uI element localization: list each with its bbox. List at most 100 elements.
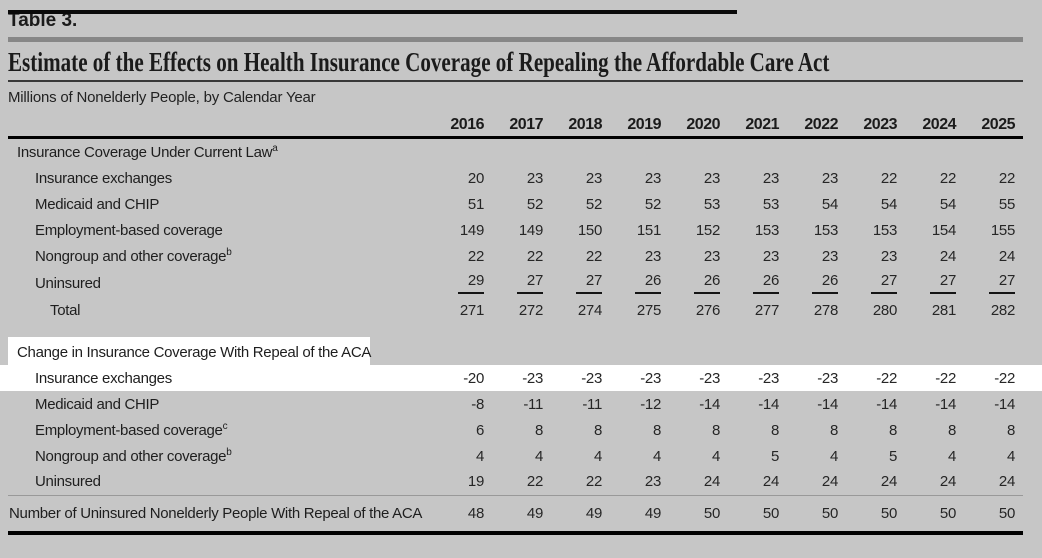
year-header: 2016 bbox=[433, 107, 492, 139]
underlined-value: 26 bbox=[635, 272, 661, 294]
value-cell: 5 bbox=[888, 447, 897, 465]
value-cell: 27 bbox=[846, 269, 905, 297]
row-label: Insurance exchanges bbox=[35, 169, 172, 187]
year-header: 2025 bbox=[964, 107, 1023, 139]
footnote-marker: b bbox=[226, 447, 232, 458]
value-cell: 23 bbox=[762, 247, 779, 265]
value-cell: 22 bbox=[526, 473, 543, 491]
year-header: 2019 bbox=[610, 107, 669, 139]
value-cell: 23 bbox=[644, 169, 661, 187]
year-header: 2018 bbox=[551, 107, 610, 139]
section-header-row: Change in Insurance Coverage With Repeal… bbox=[8, 337, 1023, 365]
table-row: Total 271 272 274 275 276 277 278 280 281 282 bbox=[8, 297, 1023, 323]
value-cell: 27 bbox=[964, 269, 1023, 297]
value-cell: 50 bbox=[787, 494, 846, 535]
value-cell: 24 bbox=[939, 247, 956, 265]
value-cell: 23 bbox=[644, 247, 661, 265]
value-cell: 275 bbox=[636, 301, 661, 319]
value-cell: 8 bbox=[593, 421, 602, 439]
value-cell: 8 bbox=[888, 421, 897, 439]
row-label: Number of Uninsured Nonelderly People Wi… bbox=[8, 494, 433, 535]
value-cell: 22 bbox=[880, 169, 897, 187]
value-cell: 23 bbox=[880, 247, 897, 265]
value-cell: 153 bbox=[754, 221, 779, 239]
row-label: Medicaid and CHIP bbox=[35, 395, 160, 413]
table-number-label: Table 3. bbox=[8, 10, 78, 31]
value-cell: 8 bbox=[1006, 421, 1015, 439]
value-cell: 276 bbox=[695, 301, 720, 319]
value-cell: 24 bbox=[998, 473, 1015, 491]
table-row: Insurance exchanges -20 -23 -23 -23 -23 -23 -23… bbox=[0, 365, 1042, 391]
row-label: Nongroup and other coverageb bbox=[35, 247, 232, 265]
value-cell: 23 bbox=[821, 169, 838, 187]
value-cell: 5 bbox=[770, 447, 779, 465]
table-page: Table 3. Estimate of the Effects on Heal… bbox=[0, 10, 1042, 535]
value-cell: 22 bbox=[467, 247, 484, 265]
row-label: Change in Insurance Coverage With Repeal… bbox=[8, 337, 1023, 365]
value-cell: 49 bbox=[610, 494, 669, 535]
value-cell: 52 bbox=[526, 195, 543, 213]
value-cell: 23 bbox=[644, 473, 661, 491]
coverage-table-body: Insurance Coverage Under Current Lawa Ins… bbox=[0, 137, 1042, 535]
coverage-table: 2016 2017 2018 2019 2020 2021 2022 2023 2024 2025… bbox=[0, 107, 1042, 535]
value-cell: 4 bbox=[947, 447, 956, 465]
value-cell: -23 bbox=[551, 365, 610, 391]
value-cell: 153 bbox=[872, 221, 897, 239]
value-cell: -22 bbox=[905, 365, 964, 391]
value-cell: 4 bbox=[652, 447, 661, 465]
section-header-row: Insurance Coverage Under Current Lawa bbox=[8, 137, 1023, 165]
value-cell: -11 bbox=[523, 395, 543, 413]
value-cell: 22 bbox=[526, 247, 543, 265]
value-cell: -14 bbox=[758, 395, 779, 413]
value-cell: 50 bbox=[964, 494, 1023, 535]
underlined-value: 27 bbox=[871, 272, 897, 294]
value-cell: 23 bbox=[703, 247, 720, 265]
value-cell: 24 bbox=[939, 473, 956, 491]
value-cell: 149 bbox=[518, 221, 543, 239]
value-cell: -14 bbox=[699, 395, 720, 413]
year-header: 2024 bbox=[905, 107, 964, 139]
value-cell: 274 bbox=[577, 301, 602, 319]
footer-row: Number of Uninsured Nonelderly People Wi… bbox=[8, 494, 1023, 535]
year-header-spacer bbox=[8, 107, 433, 139]
value-cell: -14 bbox=[935, 395, 956, 413]
value-cell: 27 bbox=[492, 269, 551, 297]
value-cell: 153 bbox=[813, 221, 838, 239]
value-cell: 54 bbox=[939, 195, 956, 213]
value-cell: 4 bbox=[1006, 447, 1015, 465]
value-cell: 54 bbox=[821, 195, 838, 213]
value-cell: 24 bbox=[703, 473, 720, 491]
table-row: Uninsured 19 22 22 23 24 24 24 24 24 24 bbox=[8, 469, 1023, 495]
table-row: Employment-based coveragec 6 8 8 8 8 8 8 8 8 8 bbox=[8, 417, 1023, 443]
value-cell: 20 bbox=[467, 169, 484, 187]
footnote-marker: c bbox=[222, 421, 228, 432]
value-cell: -14 bbox=[817, 395, 838, 413]
value-cell: 50 bbox=[846, 494, 905, 535]
table-row: Insurance exchanges 20 23 23 23 23 23 23 22 22 22 bbox=[8, 165, 1023, 191]
value-cell: -20 bbox=[433, 365, 492, 391]
value-cell: 26 bbox=[669, 269, 728, 297]
value-cell: 53 bbox=[703, 195, 720, 213]
value-cell: 26 bbox=[610, 269, 669, 297]
value-cell: -14 bbox=[876, 395, 897, 413]
row-label: Insurance Coverage Under Current Lawa bbox=[8, 137, 1023, 165]
table-row: Employment-based coverage 149 149 150 151 152… bbox=[8, 217, 1023, 243]
value-cell: 23 bbox=[762, 169, 779, 187]
value-cell: 24 bbox=[880, 473, 897, 491]
value-cell: 50 bbox=[905, 494, 964, 535]
title-rule bbox=[8, 80, 1023, 82]
year-header: 2022 bbox=[787, 107, 846, 139]
row-label: Uninsured bbox=[35, 473, 101, 491]
value-cell: 278 bbox=[813, 301, 838, 319]
value-cell: 24 bbox=[762, 473, 779, 491]
section-header-text: Insurance Coverage Under Current Lawa bbox=[17, 143, 278, 161]
row-label: Uninsured bbox=[35, 274, 101, 292]
underlined-value: 27 bbox=[930, 272, 956, 294]
value-cell: 4 bbox=[829, 447, 838, 465]
table-label-rule bbox=[8, 37, 1023, 42]
value-cell: 277 bbox=[754, 301, 779, 319]
value-cell: -23 bbox=[787, 365, 846, 391]
year-header-row: 2016 2017 2018 2019 2020 2021 2022 2023 2024 2025 bbox=[8, 107, 1023, 139]
value-cell: 22 bbox=[939, 169, 956, 187]
value-cell: 48 bbox=[433, 494, 492, 535]
